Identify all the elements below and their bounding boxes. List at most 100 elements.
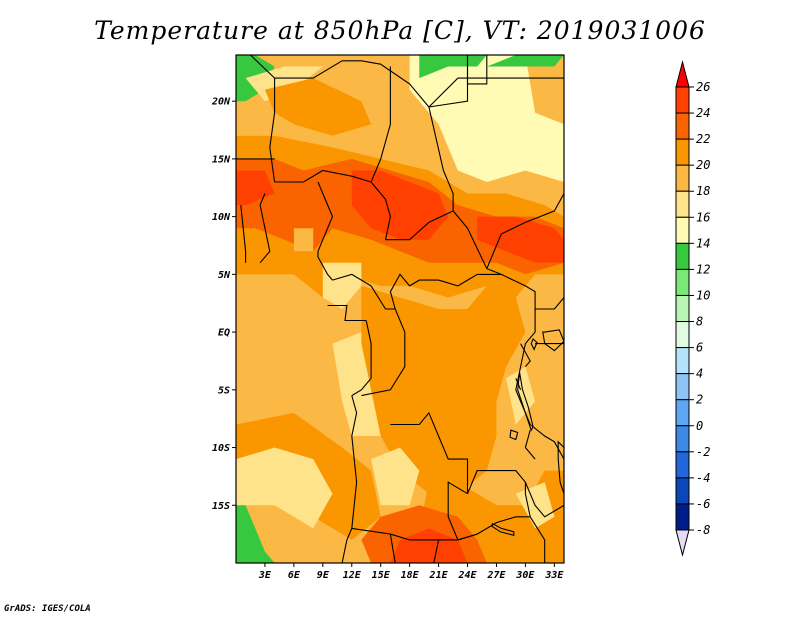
temperature-region-5 (245, 66, 323, 102)
temperature-region-19 (236, 447, 333, 529)
colorbar-band-4 (675, 190, 690, 218)
country-border-33 (524, 481, 564, 518)
colorbar-label: 4 (696, 367, 703, 381)
lon-tick-label: 18E (401, 570, 420, 581)
colorbar-band-2 (675, 138, 690, 166)
country-border-10 (385, 210, 454, 241)
country-borders-layer (236, 55, 564, 563)
colorbar-band-6 (675, 242, 690, 270)
lake-outline-1 (517, 372, 534, 432)
lat-tick-label: 5S (218, 385, 230, 396)
lat-tick-label: 10N (212, 212, 231, 223)
temperature-region-12 (293, 228, 314, 252)
colorbar-band-10 (675, 347, 690, 375)
colorbar-band-5 (675, 216, 690, 244)
country-border-8 (370, 181, 391, 240)
country-border-40 (529, 424, 564, 460)
colorbar-band-15 (675, 477, 690, 505)
country-border-16 (259, 193, 266, 206)
country-border-30 (433, 539, 440, 563)
country-border-38 (515, 309, 536, 425)
colorbar-label: 24 (696, 106, 710, 120)
colorbar-label: 16 (696, 210, 710, 224)
colorbar-band-8 (675, 294, 690, 323)
colorbar-label: 14 (696, 236, 710, 250)
country-border-9 (428, 106, 454, 211)
country-border-25 (361, 308, 406, 397)
country-border-42 (520, 343, 531, 368)
colorbar-band-14 (675, 451, 690, 479)
country-border-37 (501, 273, 536, 309)
lat-tick-label: 5N (218, 270, 231, 281)
temperature-region-15 (361, 285, 526, 494)
colorbar-label: -6 (696, 497, 710, 511)
temperature-region-16 (371, 447, 420, 506)
temperature-region-11 (236, 170, 275, 206)
lon-tick-label: 33E (544, 570, 564, 581)
colorbar-bottom-triangle (675, 529, 690, 557)
colorbar-label: -8 (696, 523, 710, 537)
temperature-region-22 (390, 528, 468, 563)
country-border-0 (250, 55, 343, 79)
country-border-44 (524, 430, 536, 460)
temperature-region-24 (236, 505, 275, 563)
country-border-2 (269, 78, 276, 183)
axis-ticks-layer: 20N 15N 10N 5N EQ 5S 10S 15S 3E 6E 9E 12E 15E 18E 21E 2… (211, 97, 564, 581)
colorbar-label: -4 (696, 471, 710, 485)
country-border-19 (317, 256, 333, 281)
lon-tick-label: 3E (258, 570, 272, 581)
colorbar-band-13 (675, 425, 690, 453)
country-border-32 (466, 470, 526, 494)
lon-tick-label: 9E (317, 570, 330, 581)
country-border-5 (370, 66, 391, 183)
colorbar-label: 6 (696, 341, 703, 355)
colorbar-label: 12 (696, 262, 710, 276)
country-border-22 (365, 320, 372, 379)
lat-tick-label: 10S (212, 443, 230, 454)
colorbar-label: 8 (696, 315, 703, 329)
temperature-region-1 (409, 55, 564, 182)
country-border-35 (524, 482, 531, 517)
colorbar-band-1 (675, 112, 690, 140)
colorbar-top-triangle (675, 60, 690, 88)
colorbar-label: 2 (696, 393, 703, 407)
lon-tick-label: 15E (372, 570, 391, 581)
country-border-29 (389, 534, 396, 563)
country-border-4 (274, 169, 372, 183)
lat-tick-label: 15S (212, 501, 230, 512)
temperature-region-3 (486, 55, 564, 67)
country-border-36 (390, 411, 469, 494)
colorbar-band-9 (675, 321, 690, 349)
map-title: Temperature at 850hPa [C], VT: 201903100… (94, 16, 706, 45)
lake-outline-3 (530, 338, 538, 351)
country-border-31 (447, 481, 478, 541)
colorbar-label: 26 (696, 80, 710, 94)
colorbar-band-16 (675, 503, 690, 531)
lat-tick-label: 15N (212, 154, 231, 165)
lon-tick-label: 27E (486, 570, 506, 581)
country-border-39 (535, 297, 564, 310)
lake-outline-5 (490, 522, 515, 537)
country-border-17 (240, 205, 247, 263)
country-border-23 (351, 377, 372, 397)
lon-tick-label: 6E (288, 570, 301, 581)
lake-outline-0 (542, 329, 564, 352)
country-border-21 (327, 304, 367, 322)
country-border-14 (486, 193, 564, 269)
country-border-20 (332, 273, 396, 310)
lat-tick-label: 20N (211, 97, 231, 108)
temperature-region-10 (477, 216, 564, 263)
colorbar-band-7 (675, 268, 690, 296)
temperature-fill-layer (236, 55, 564, 563)
colorbar-band-12 (675, 399, 690, 427)
colorbar-label: 18 (696, 184, 710, 198)
lake-outline-4 (509, 429, 519, 441)
country-border-15 (259, 204, 271, 264)
colorbar-label: 20 (696, 158, 710, 172)
lake-outline-2 (557, 440, 564, 494)
lon-tick-label: 24E (457, 570, 477, 581)
temperature-region-6 (264, 78, 372, 136)
lon-tick-label: 30E (515, 570, 535, 581)
